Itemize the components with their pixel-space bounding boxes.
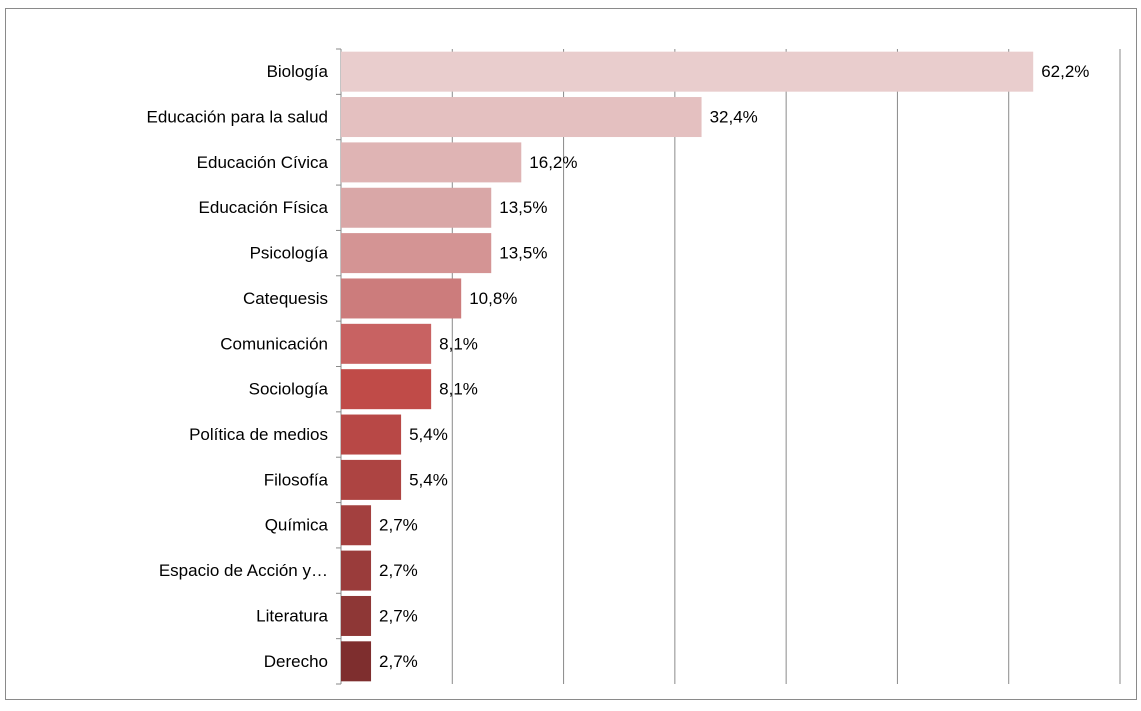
y-tick-label: Química bbox=[265, 516, 329, 535]
data-label: 8,1% bbox=[439, 334, 478, 353]
y-tick-label: Derecho bbox=[264, 652, 328, 671]
bar bbox=[341, 595, 372, 636]
data-label: 16,2% bbox=[529, 153, 577, 172]
bar bbox=[341, 369, 432, 410]
y-tick-label: Espacio de Acción y… bbox=[159, 561, 328, 580]
y-tick-label: Comunicación bbox=[220, 334, 328, 353]
bar bbox=[341, 187, 492, 228]
y-tick-label: Filosofía bbox=[264, 470, 329, 489]
y-tick-label: Catequesis bbox=[243, 289, 328, 308]
y-tick-label: Educación Física bbox=[199, 198, 329, 217]
data-label: 10,8% bbox=[469, 289, 517, 308]
data-label: 13,5% bbox=[499, 244, 547, 263]
bar bbox=[341, 51, 1034, 92]
y-tick-label: Política de medios bbox=[189, 425, 328, 444]
data-label: 2,7% bbox=[379, 652, 418, 671]
bar bbox=[341, 459, 402, 500]
data-label: 5,4% bbox=[409, 470, 448, 489]
data-label: 2,7% bbox=[379, 561, 418, 580]
data-label: 2,7% bbox=[379, 606, 418, 625]
data-label: 8,1% bbox=[439, 380, 478, 399]
data-label: 13,5% bbox=[499, 198, 547, 217]
bar bbox=[341, 323, 432, 364]
bar bbox=[341, 414, 402, 455]
bar bbox=[341, 641, 372, 682]
bar bbox=[341, 233, 492, 274]
y-tick-label: Sociología bbox=[249, 380, 329, 399]
bar bbox=[341, 97, 702, 138]
data-label: 2,7% bbox=[379, 516, 418, 535]
y-tick-label: Educación Cívica bbox=[197, 153, 329, 172]
bar bbox=[341, 278, 462, 319]
data-label: 5,4% bbox=[409, 425, 448, 444]
data-label: 32,4% bbox=[710, 108, 758, 127]
y-tick-label: Psicología bbox=[250, 244, 329, 263]
data-label: 62,2% bbox=[1041, 62, 1089, 81]
y-tick-label: Educación para la salud bbox=[147, 108, 328, 127]
y-tick-label: Literatura bbox=[256, 606, 328, 625]
y-tick-label: Biología bbox=[267, 62, 329, 81]
bar bbox=[341, 505, 372, 546]
bar bbox=[341, 550, 372, 591]
bar bbox=[341, 142, 522, 183]
